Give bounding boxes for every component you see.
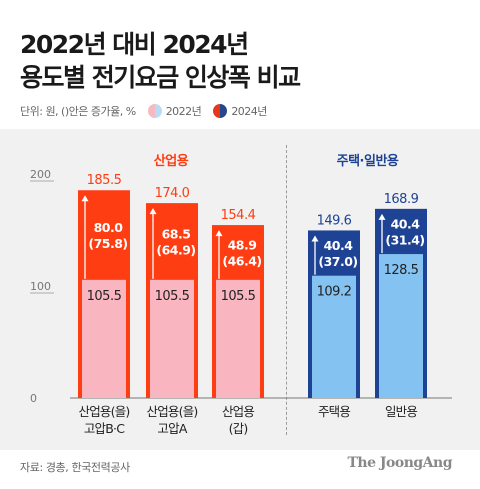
value-label-2024-4: 168.9 [384,192,419,207]
increase-arrow-head-2 [215,230,223,237]
bar-2022-4 [379,254,423,398]
value-label-2024-1: 174.0 [155,186,190,201]
bar-2022-0 [82,279,126,398]
y-tick-label-0: 0 [30,392,37,405]
value-label-2024-0: 185.5 [87,173,122,188]
increase-arrow-head-3 [311,235,319,242]
group-label-residential: 주택·일반용 [337,153,399,169]
value-label-2024-3: 149.6 [317,213,352,228]
category-label-0-line1: 산업용(을) [79,404,130,419]
increase-label-0: 80.0 [94,220,124,235]
increase-rate-label-4: (31.4) [385,232,424,247]
legend-2024-swatch [213,104,228,118]
value-label-2022-1: 105.5 [155,289,190,304]
value-label-2022-2: 105.5 [221,289,256,304]
category-label-3-line1: 주택용 [318,404,350,419]
bar-2022-2 [216,279,260,398]
legend: 단위: 원, ()안은 증가율, % 2022년 2024년 [20,103,267,119]
group-divider [286,145,287,435]
category-label-0-line2: 고압B·C [84,421,125,436]
increase-rate-label-3: (37.0) [318,254,357,269]
legend-2022-swatch [147,104,162,118]
category-label-2-line1: 산업용 [222,404,254,419]
source-note: 자료: 경총, 한국전력공사 [20,461,130,474]
value-label-2022-3: 109.2 [317,285,352,300]
value-label-2022-0: 105.5 [87,289,122,304]
value-label-2024-2: 154.4 [221,208,256,223]
y-tick-label-100: 100 [30,280,51,293]
increase-arrow-head-1 [149,208,157,215]
value-label-2022-4: 128.5 [384,263,419,278]
category-label-4-line1: 일반용 [385,404,417,419]
group-label-industrial: 산업용 [154,153,189,169]
y-tick-label-200: 200 [30,168,51,181]
legend-2024-label: 2024년 [231,105,267,118]
increase-label-3: 40.4 [324,238,354,253]
increase-label-4: 40.4 [391,216,421,231]
bar-2022-3 [312,275,356,398]
legend-2022-label: 2022년 [165,105,202,118]
increase-rate-label-0: (75.8) [88,236,127,251]
chart-title-line2: 용도별 전기요금 인상폭 비교 [20,63,301,92]
category-label-2-line2: (갑) [229,421,248,436]
category-label-1-line1: 산업용(을) [147,404,198,419]
increase-arrow-head-4 [378,213,386,220]
brand-logo: The JoongAng [347,455,453,471]
increase-label-2: 48.9 [228,237,257,252]
chart-title-line1: 2022년 대비 2024년 [20,30,249,59]
unit-note: 단위: 원, ()안은 증가율, % [20,105,136,118]
category-label-1-line2: 고압A [157,421,187,436]
increase-arrow-head-0 [81,195,89,202]
bar-2022-1 [150,279,194,398]
increase-rate-label-2: (46.4) [222,253,261,268]
increase-label-1: 68.5 [162,226,191,241]
increase-rate-label-1: (64.9) [156,242,195,257]
